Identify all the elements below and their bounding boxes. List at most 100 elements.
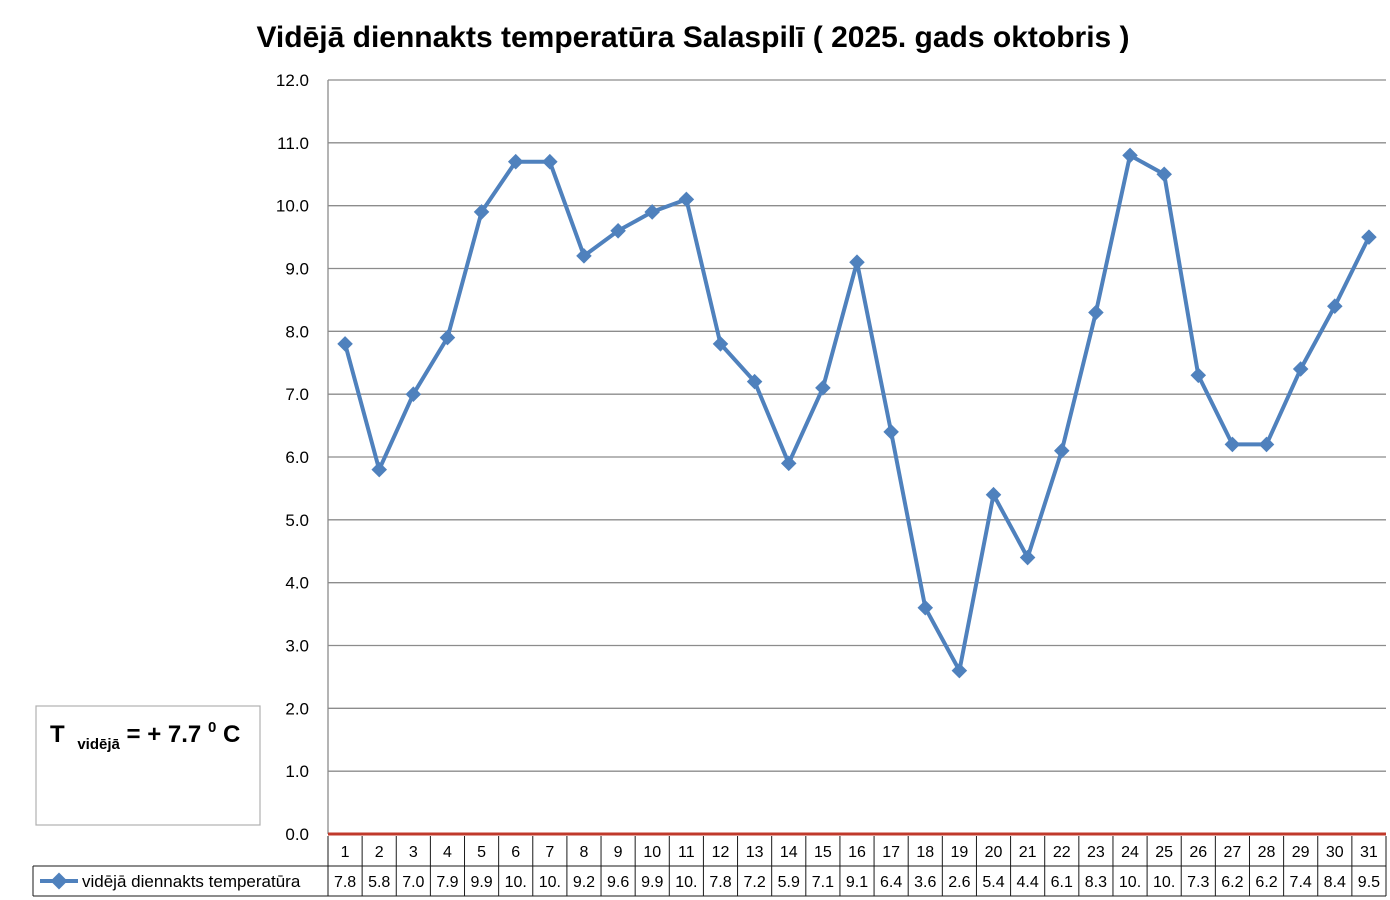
legend-marker	[50, 872, 68, 890]
table-value-cell: 7.9	[436, 874, 458, 891]
table-value-cell: 10.	[505, 874, 527, 891]
table-value-cell: 5.8	[368, 874, 390, 891]
data-point	[678, 191, 695, 208]
data-table: 1 7.8 2 5.8 3 7.0 4 7.9 5 9.9 6 10. 7 10. 8 9.2 9 9.6 10 9.…	[32, 836, 1387, 897]
y-tick-label: 4.0	[285, 574, 309, 593]
average-temperature-box: T vidējā = + 7.7 0 C	[35, 705, 261, 826]
chart-title: Vidējā diennakts temperatūra Salaspilī (…	[256, 21, 1129, 54]
data-point	[951, 662, 968, 679]
x-category-label: 17	[882, 844, 900, 861]
y-tick-label: 7.0	[285, 385, 309, 404]
table-value-cell: 8.3	[1085, 874, 1107, 891]
legend-series-name: vidējā diennakts temperatūra	[82, 872, 301, 891]
data-point	[1122, 147, 1138, 164]
table-value-cell: 8.4	[1324, 874, 1346, 891]
data-point	[337, 336, 353, 352]
table-value-cell: 9.5	[1358, 874, 1380, 891]
data-point	[1258, 436, 1275, 453]
series-line	[343, 153, 1371, 673]
data-point	[1190, 367, 1207, 384]
table-value-cell: 7.2	[743, 874, 765, 891]
table-value-cell: 6.1	[1051, 874, 1073, 891]
x-category-label: 19	[950, 844, 968, 861]
data-point	[1327, 298, 1343, 314]
data-point	[883, 424, 899, 440]
x-category-label: 31	[1360, 844, 1378, 861]
x-category-label: 13	[746, 844, 764, 861]
average-temperature-text: T vidējā = + 7.7 0 C	[50, 711, 240, 755]
table-value-cell: 9.1	[846, 874, 868, 891]
x-category-label: 26	[1189, 844, 1207, 861]
x-category-label: 1	[341, 844, 350, 861]
data-point	[371, 461, 387, 478]
data-point	[1088, 304, 1104, 321]
annotation-frame	[35, 705, 261, 826]
annotation-unit: C	[223, 721, 240, 748]
x-category-label: 14	[780, 844, 798, 861]
data-point	[644, 204, 660, 220]
data-point	[542, 153, 558, 170]
data-point	[1224, 436, 1241, 453]
x-category-label: 4	[443, 844, 452, 861]
x-category-label: 29	[1292, 844, 1310, 861]
y-tick-label: 11.0	[277, 134, 309, 153]
data-point	[780, 455, 797, 472]
data-point	[1156, 166, 1172, 183]
x-category-label: 10	[643, 844, 661, 861]
x-category-label: 8	[580, 844, 589, 861]
table-value-cell: 10.	[675, 874, 697, 891]
y-axis-ticks: 0.0 1.0 2.0 3.0 4.0 5.0 6.0 7.0 8.0 9.0 10.0 11.0 12…	[276, 71, 309, 844]
table-value-cell: 7.4	[1290, 874, 1312, 891]
x-category-label: 22	[1053, 844, 1071, 861]
annotation-prefix: T	[50, 721, 65, 748]
data-point	[1292, 361, 1309, 377]
x-category-label: 21	[1019, 844, 1037, 861]
table-value-cell: 9.2	[573, 874, 595, 891]
x-category-label: 12	[712, 844, 730, 861]
y-tick-label: 6.0	[285, 448, 309, 467]
table-value-cell: 9.6	[607, 874, 629, 891]
x-category-label: 7	[545, 844, 554, 861]
data-point	[712, 336, 729, 352]
x-category-label: 16	[848, 844, 866, 861]
data-point	[1361, 229, 1377, 245]
data-point	[576, 248, 592, 264]
table-value-cell: 2.6	[948, 874, 970, 891]
gridlines	[327, 79, 1386, 836]
table-value-cell: 3.6	[914, 874, 936, 891]
data-point	[917, 599, 934, 616]
y-tick-label: 2.0	[285, 699, 309, 718]
data-point	[985, 486, 1002, 503]
table-value-cell: 7.1	[812, 874, 834, 891]
data-point	[1019, 549, 1036, 566]
x-category-label: 5	[477, 844, 486, 861]
table-value-cell: 10.	[1119, 874, 1141, 891]
data-point	[1053, 442, 1070, 459]
y-tick-label: 1.0	[285, 762, 309, 781]
x-category-label: 6	[511, 844, 520, 861]
x-category-label: 25	[1155, 844, 1173, 861]
table-value-cell: 9.9	[470, 874, 492, 891]
table-value-cell: 7.8	[334, 874, 356, 891]
x-category-label: 15	[814, 844, 832, 861]
y-tick-label: 3.0	[285, 637, 309, 656]
x-category-label: 9	[614, 844, 623, 861]
x-category-label: 27	[1224, 844, 1242, 861]
annotation-value: = + 7.7	[127, 721, 208, 748]
table-value-cell: 10.	[1153, 874, 1175, 891]
annotation-superscript: 0	[208, 719, 216, 736]
y-tick-label: 9.0	[285, 260, 309, 279]
x-category-label: 3	[409, 844, 418, 861]
x-category-label: 30	[1326, 844, 1344, 861]
x-category-label: 18	[916, 844, 934, 861]
annotation-subscript: vidējā	[77, 736, 120, 753]
table-value-cell: 6.2	[1221, 874, 1243, 891]
y-tick-label: 0.0	[285, 825, 309, 844]
x-category-label: 24	[1121, 844, 1139, 861]
y-tick-label: 5.0	[285, 511, 309, 530]
y-tick-label: 8.0	[285, 322, 309, 341]
table-value-cell: 7.0	[402, 874, 424, 891]
data-point	[815, 380, 831, 396]
table-value-cell: 6.4	[880, 874, 902, 891]
series-layer	[337, 147, 1377, 679]
